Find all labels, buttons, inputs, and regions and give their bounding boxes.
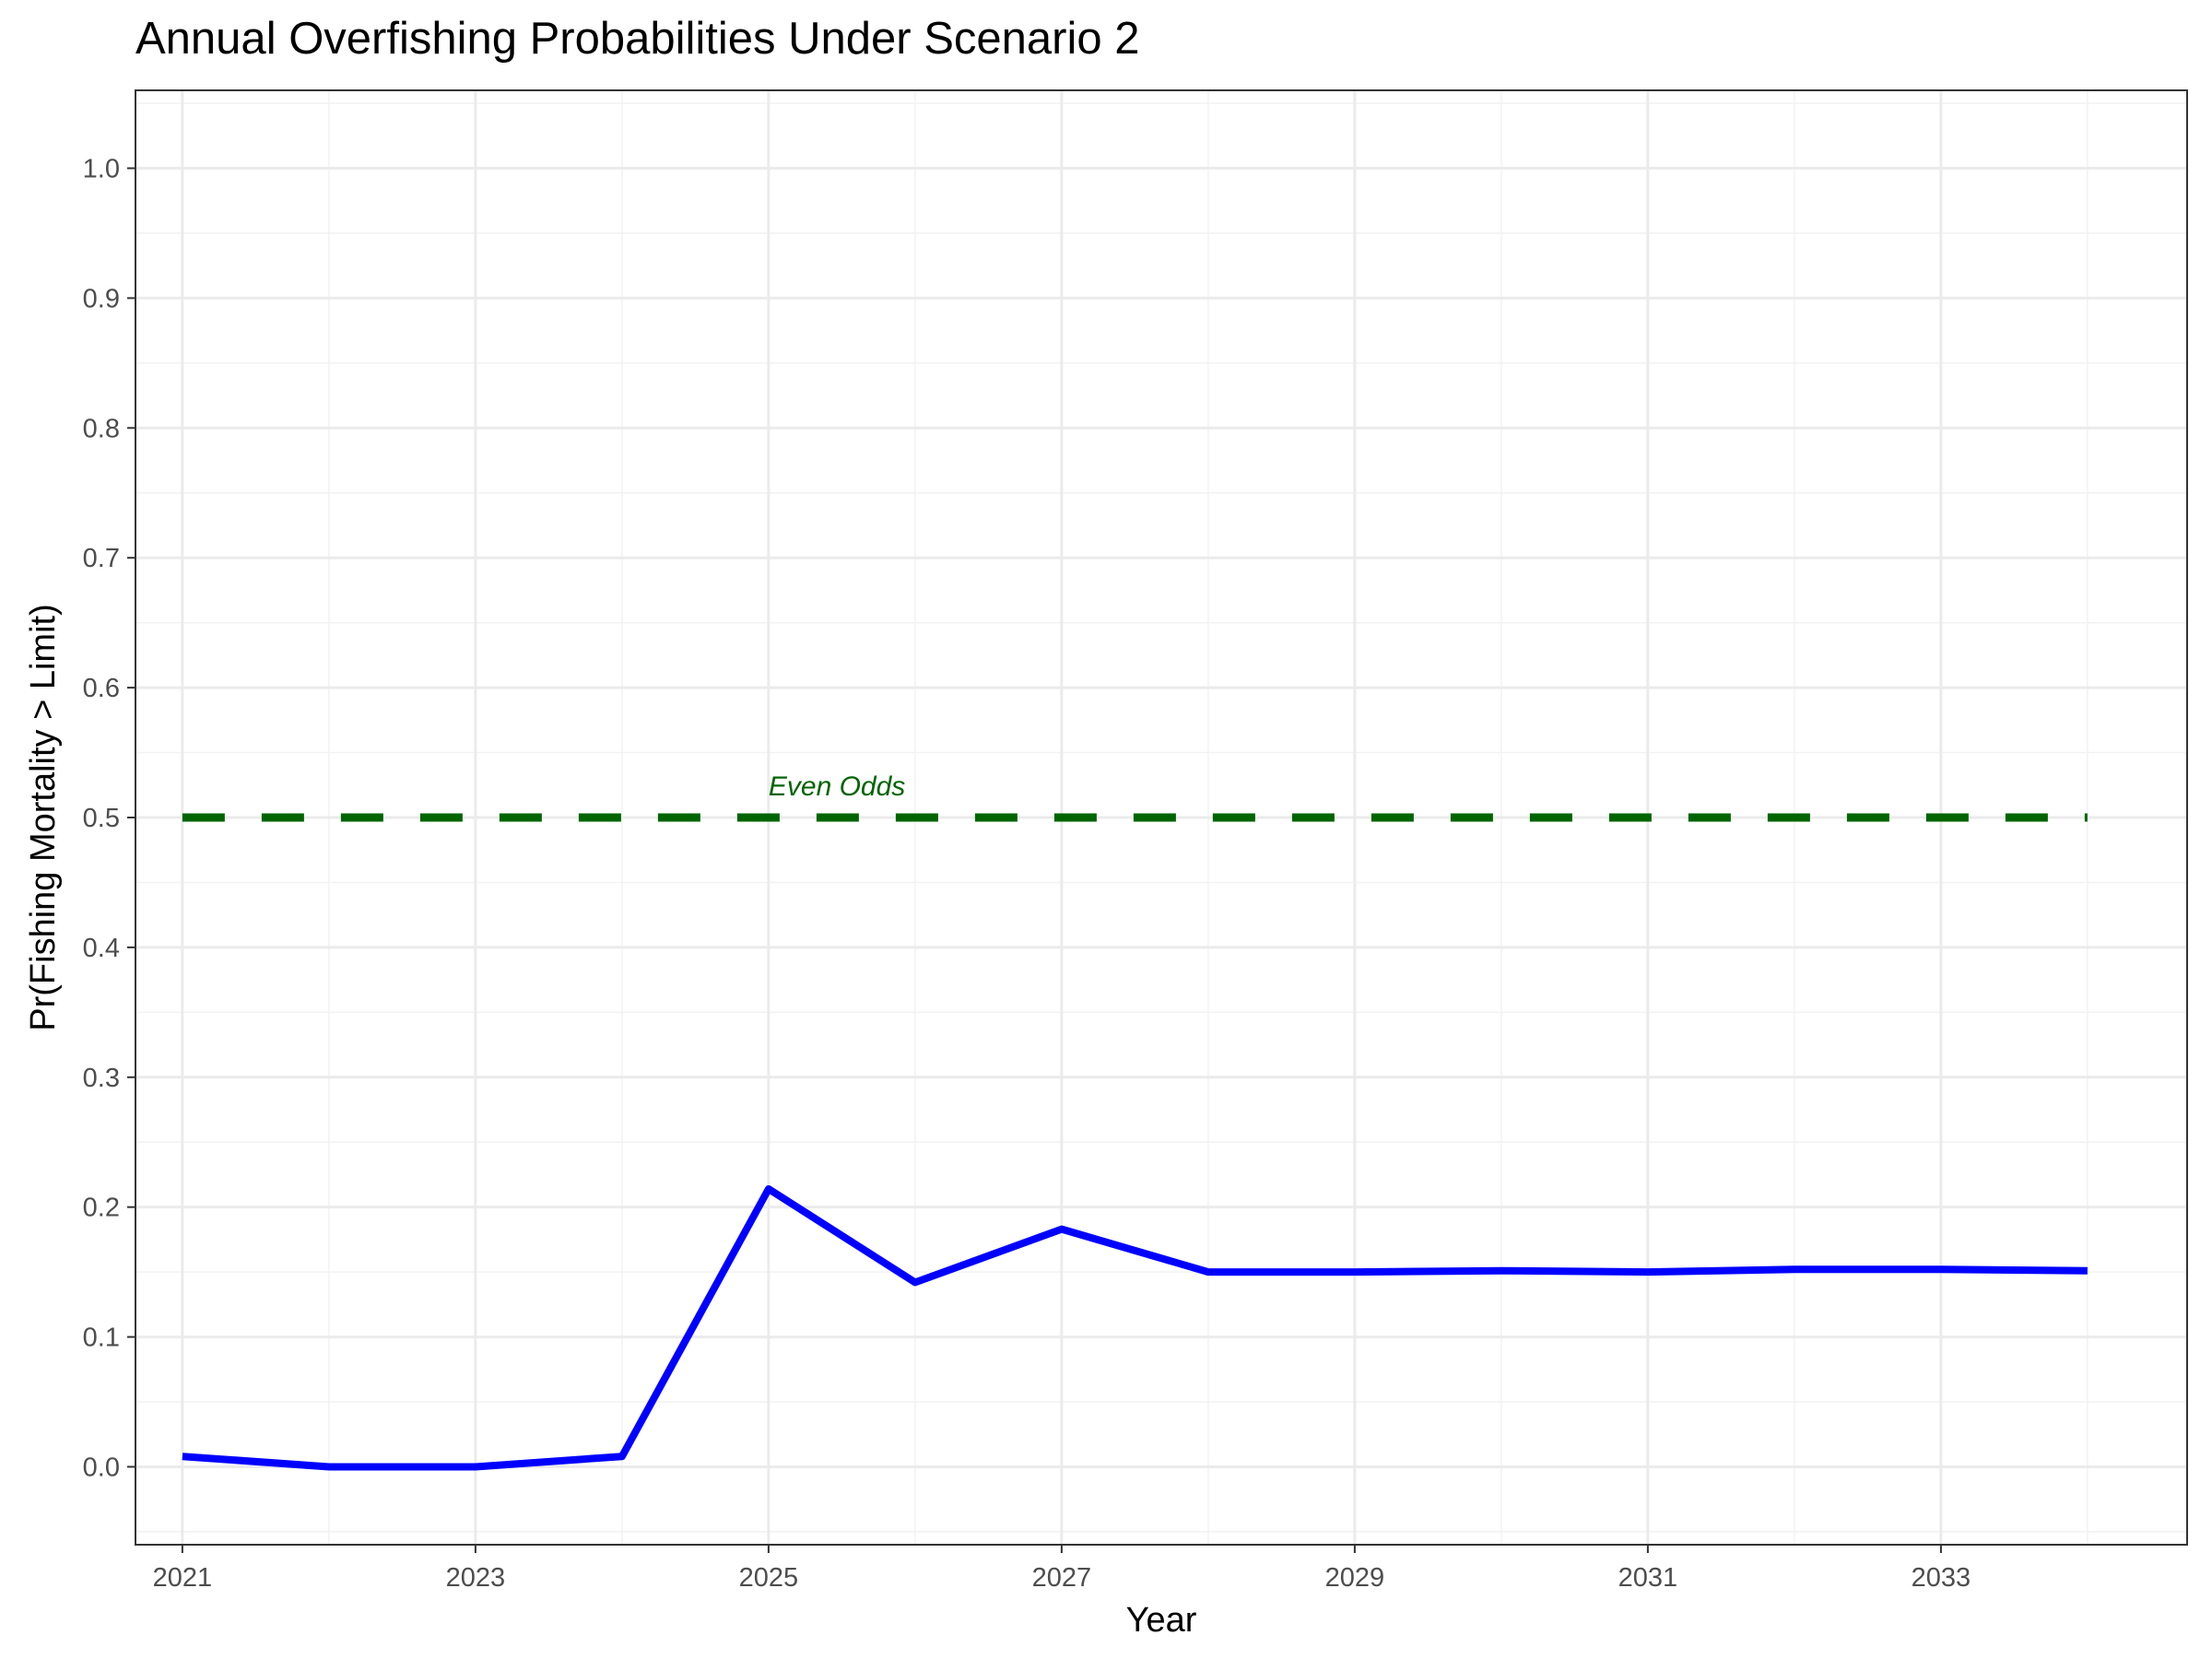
even-odds-label: Even Odds xyxy=(769,771,905,802)
x-tick-label: 2027 xyxy=(1032,1563,1092,1593)
y-tick-label: 0.2 xyxy=(83,1194,120,1223)
y-tick-label: 0.5 xyxy=(83,804,120,833)
x-axis-title: Year xyxy=(1126,1601,1197,1640)
chart-title: Annual Overfishing Probabilities Under S… xyxy=(135,14,1140,64)
y-axis-ticks: 0.0 0.1 0.2 0.3 0.4 0.5 0.6 0.7 0.8 0.9 1.0 xyxy=(83,155,135,1482)
x-tick-label: 2033 xyxy=(1912,1563,1971,1593)
y-tick-label: 0.3 xyxy=(83,1064,120,1093)
series-line xyxy=(182,1185,2088,1471)
y-tick-label: 0.7 xyxy=(83,544,120,573)
x-tick-label: 2031 xyxy=(1618,1563,1678,1593)
x-tick-label: 2021 xyxy=(153,1563,213,1593)
reference-line-group: Even Odds xyxy=(182,771,2088,822)
x-tick-label: 2023 xyxy=(446,1563,506,1593)
y-axis-title: Pr(Fishing Mortality > Limit) xyxy=(24,604,63,1030)
series-group xyxy=(182,1185,2088,1471)
y-tick-label: 1.0 xyxy=(83,155,120,184)
y-tick-label: 0.0 xyxy=(83,1453,120,1482)
x-axis-ticks: 2021 2023 2025 2027 2029 2031 2033 xyxy=(153,1545,1971,1593)
y-tick-label: 0.4 xyxy=(83,934,120,963)
x-tick-label: 2029 xyxy=(1325,1563,1385,1593)
y-tick-label: 0.6 xyxy=(83,674,120,703)
y-tick-label: 0.8 xyxy=(83,414,120,443)
y-tick-label: 0.9 xyxy=(83,284,120,313)
y-tick-label: 0.1 xyxy=(83,1324,120,1353)
x-tick-label: 2025 xyxy=(739,1563,799,1593)
